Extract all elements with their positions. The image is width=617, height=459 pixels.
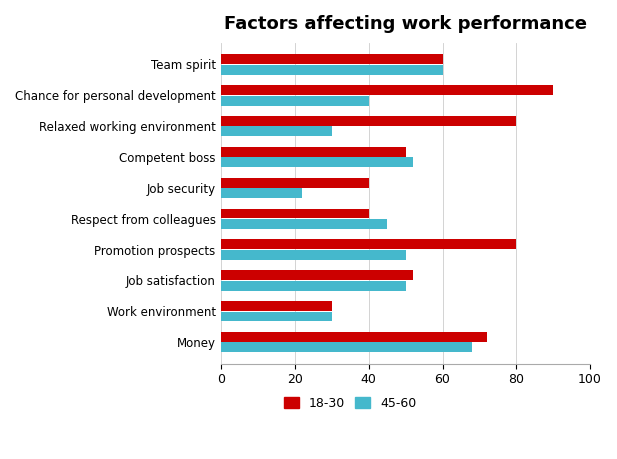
Bar xyxy=(222,332,487,342)
Bar xyxy=(222,127,332,136)
Bar xyxy=(222,219,387,229)
Title: Factors affecting work performance: Factors affecting work performance xyxy=(224,15,587,33)
Bar xyxy=(222,240,516,249)
Bar xyxy=(222,270,413,280)
Bar xyxy=(222,301,332,311)
Bar xyxy=(222,65,442,75)
Legend: 18-30, 45-60: 18-30, 45-60 xyxy=(279,392,421,415)
Bar xyxy=(222,178,369,188)
Bar xyxy=(222,157,413,167)
Bar xyxy=(222,312,332,321)
Bar xyxy=(222,188,302,198)
Bar xyxy=(222,95,369,106)
Bar xyxy=(222,54,442,64)
Bar xyxy=(222,116,516,126)
Bar xyxy=(222,342,472,352)
Bar xyxy=(222,281,406,291)
Bar xyxy=(222,85,553,95)
Bar xyxy=(222,208,369,218)
Bar xyxy=(222,250,406,260)
Bar xyxy=(222,147,406,157)
